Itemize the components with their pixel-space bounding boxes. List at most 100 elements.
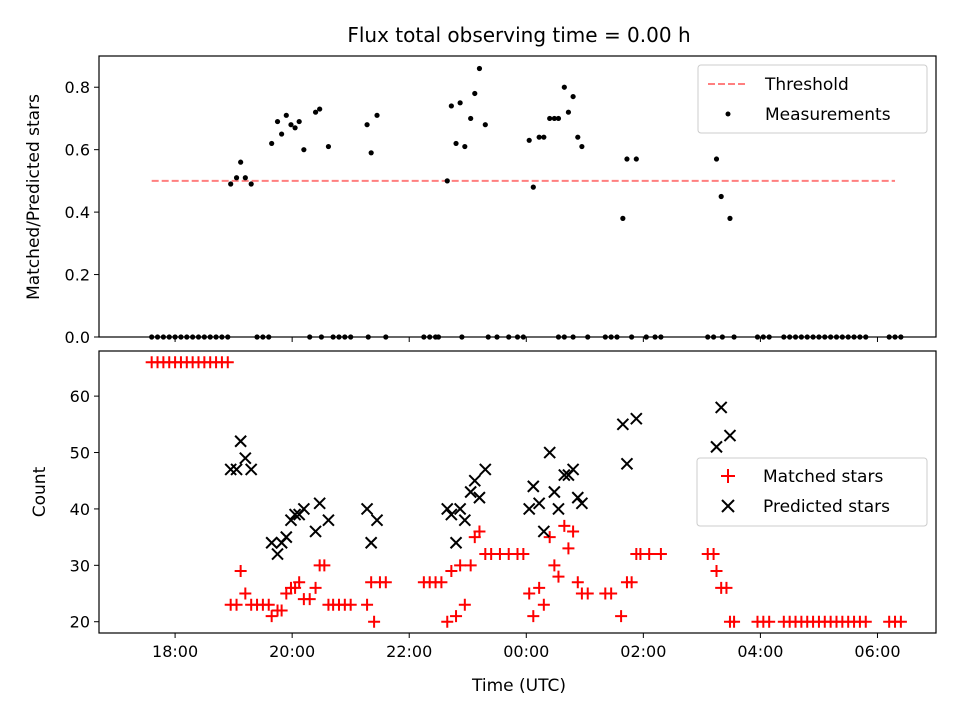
measurement-point [317, 106, 323, 112]
predicted-starsseries [224, 401, 737, 561]
matched-point [720, 581, 733, 594]
chart-title: Flux total observing time = 0.00 h [347, 23, 690, 47]
measurement-point [476, 65, 483, 72]
measurement-point [565, 109, 572, 115]
counts-y-tick-label: 20 [70, 613, 90, 632]
matched-point [445, 564, 458, 577]
counts-y-tick-label: 60 [70, 387, 90, 406]
matched-point [625, 576, 638, 589]
matched-point [450, 610, 463, 623]
x-tick-label: 00:00 [503, 642, 549, 661]
predicted-point [239, 451, 252, 465]
x-tick-label: 22:00 [386, 642, 432, 661]
ratio-legend: Threshold Measurements [697, 64, 928, 134]
measurement-point [364, 122, 370, 128]
matched-point [361, 598, 374, 611]
measurement-point [462, 143, 468, 150]
predicted-point [548, 485, 561, 499]
measurement-point [579, 143, 585, 150]
matched-point [517, 548, 530, 561]
matched-point [458, 598, 471, 611]
matched-point [221, 356, 234, 369]
predicted-point [265, 536, 278, 549]
measurement-point [288, 122, 294, 128]
measurement-point [718, 193, 724, 200]
measurement-point [575, 134, 581, 140]
measurement-point [624, 156, 630, 162]
ratio-x-ticks [174, 337, 878, 342]
predicted-point [630, 412, 643, 425]
matched-legend-label: Matched stars [763, 467, 883, 487]
matched-point [571, 576, 584, 589]
predicted-point [234, 435, 247, 448]
predicted-point [723, 429, 737, 442]
predicted-point [441, 502, 454, 516]
matched-point [473, 525, 486, 538]
counts-plot-area [145, 356, 907, 628]
matched-point [605, 587, 618, 600]
predicted-legend-swatch [721, 499, 735, 513]
measurement-point [536, 134, 542, 140]
measurement-point [547, 115, 553, 122]
predicted-point [230, 463, 243, 476]
ratio-y-ticks: 0.0 0.2 0.4 0.6 0.8 [65, 78, 99, 347]
counts-x-ticks: 18:00 20:00 22:00 00:00 02:00 04:00 06:00 [152, 633, 901, 661]
measurement-point [472, 90, 478, 97]
predicted-point [558, 468, 571, 482]
counts-panel: 20 30 40 50 60 18:00 20:00 22:00 00:00 02:00 04:0… [30, 350, 937, 696]
predicted-point [566, 463, 580, 476]
matched-point [533, 581, 546, 594]
matched-point [643, 548, 656, 561]
matched-legend-swatch [721, 469, 735, 483]
matched-point [309, 581, 322, 594]
measurement-point [526, 137, 532, 143]
predicted-point [710, 440, 723, 454]
matched-point [548, 559, 561, 572]
counts-legend: Matched stars Predicted stars [696, 457, 928, 527]
ratio-panel: 0.00.20.40.60.8 Matched/Predicted stars … [24, 55, 937, 347]
matched-point [318, 559, 331, 572]
measurement-point [312, 109, 319, 115]
ratio-y-tick-label: 0.6 [65, 141, 90, 160]
matched-starsseries [145, 356, 907, 628]
matched-point [265, 610, 278, 623]
matched-point [543, 531, 556, 544]
predicted-point [468, 474, 481, 487]
counts-plot-frame [98, 350, 937, 634]
x-tick-label: 18:00 [152, 642, 198, 661]
predicted-point [280, 530, 293, 544]
matched-point [894, 615, 907, 628]
measurement-point [269, 140, 275, 147]
x-tick-label: 02:00 [620, 642, 666, 661]
matched-point [654, 548, 667, 561]
measurement-point [279, 131, 285, 137]
matched-point [537, 598, 550, 611]
predicted-legend-label: Predicted stars [763, 497, 890, 517]
x-axis-label: Time (UTC) [471, 676, 566, 696]
measurements-legend-label: Measurements [765, 105, 891, 125]
counts-y-tick-label: 30 [70, 556, 90, 575]
measurement-point [555, 115, 562, 122]
matched-point [859, 615, 872, 628]
matched-point [441, 615, 454, 628]
measurement-point [482, 122, 488, 128]
matched-point [581, 587, 594, 600]
predicted-point [532, 497, 546, 510]
predicted-point [360, 502, 374, 516]
measurement-point [448, 103, 454, 109]
ratio-y-tick-label: 0.2 [65, 266, 90, 285]
matched-point [454, 559, 467, 572]
measurement-point [283, 112, 289, 118]
predicted-point [224, 463, 237, 476]
measurement-point [457, 100, 463, 106]
predicted-point [458, 513, 472, 527]
ratio-y-axis-label: Matched/Predicted stars [24, 94, 44, 300]
matched-point [710, 564, 723, 577]
measurement-point [325, 143, 332, 150]
measurement-point [233, 175, 240, 181]
predicted-point [364, 536, 378, 549]
predicted-point [479, 463, 492, 476]
measurement-point [238, 159, 244, 165]
matched-point [728, 615, 741, 628]
